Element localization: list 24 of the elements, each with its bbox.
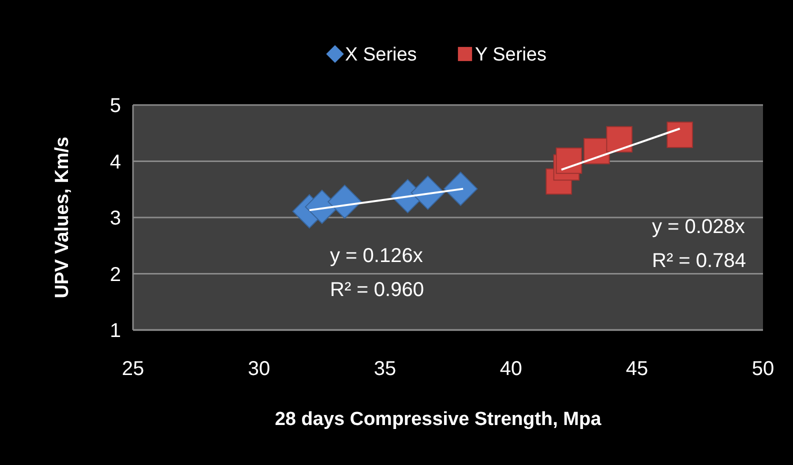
- legend-label: Y Series: [475, 44, 546, 66]
- annotation: R² = 0.784: [652, 250, 746, 272]
- y-axis-title: UPV Values, Km/s: [52, 136, 73, 298]
- annotation: y = 0.028x: [652, 216, 745, 238]
- annotation: R² = 0.960: [330, 279, 424, 301]
- point: [556, 148, 582, 174]
- y-tick-label: 2: [110, 264, 121, 286]
- y-tick-label: 4: [110, 151, 121, 174]
- x-tick-label: 40: [500, 358, 522, 380]
- annotation: y = 0.126x: [330, 245, 423, 267]
- point: [328, 184, 362, 219]
- x-tick-label: 25: [122, 358, 144, 380]
- x-tick-label: 50: [752, 358, 774, 380]
- point: [666, 122, 693, 148]
- y-tick-label: 1: [110, 320, 121, 342]
- x-tick-label: 35: [374, 358, 396, 380]
- y-tick-label: 3: [110, 208, 121, 230]
- x-axis-title: 28 days Compressive Strength, Mpa: [274, 409, 602, 430]
- x-tick-label: 30: [248, 358, 270, 380]
- legend-label: X Series: [345, 44, 417, 66]
- point: [444, 172, 478, 206]
- point: [606, 126, 633, 152]
- x-tick-label: 45: [626, 358, 648, 380]
- y-tick-label: 5: [110, 95, 121, 117]
